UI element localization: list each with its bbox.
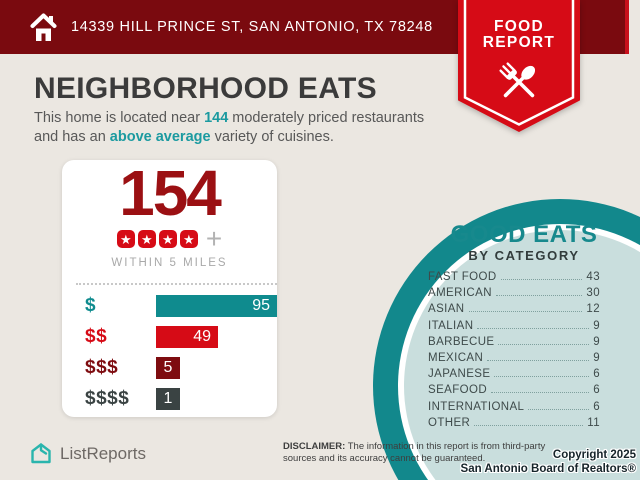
price-tier-label: $$$$ <box>85 388 130 409</box>
copyright-stamp: Copyright 2025 San Antonio Board of Real… <box>461 449 636 477</box>
category-value: 12 <box>586 303 600 316</box>
dot-leader <box>491 392 590 394</box>
badge-title-line2: REPORT <box>482 34 556 51</box>
star-icon: ★ <box>179 230 198 248</box>
category-row: OTHER 11 <box>428 417 600 433</box>
badge-ribbon-shape <box>458 0 580 132</box>
dot-leader <box>498 343 590 345</box>
price-bar: 49 <box>156 326 218 348</box>
price-bar: 95 <box>156 295 277 317</box>
address-text: 14339 HILL PRINCE ST, SAN ANTONIO, TX 78… <box>71 19 433 35</box>
page-title: NEIGHBORHOOD EATS <box>34 72 377 105</box>
price-bar-row: $$ 49 <box>62 326 277 348</box>
price-bar: 1 <box>156 388 180 410</box>
plus-icon: + <box>205 223 223 254</box>
category-label: JAPANESE <box>428 368 491 381</box>
restaurant-count-highlight: 144 <box>204 110 229 126</box>
price-bar-row: $$$$ 1 <box>62 388 277 410</box>
price-bar-value: 95 <box>252 297 270 314</box>
category-label: AMERICAN <box>428 287 492 300</box>
star-icon: ★ <box>116 230 135 248</box>
category-row: AMERICAN 30 <box>428 287 600 303</box>
category-value: 6 <box>593 368 600 381</box>
disclaimer-label: DISCLAIMER: <box>283 441 346 452</box>
category-value: 6 <box>593 384 600 397</box>
dot-leader <box>495 295 583 297</box>
good-eats-subtitle: BY CATEGORY <box>468 248 580 263</box>
star-icon: ★ <box>158 230 177 248</box>
disclaimer-body: The information in this report is from t… <box>283 441 546 465</box>
radius-label: WITHIN 5 MILES <box>111 257 228 269</box>
category-value: 9 <box>593 319 600 332</box>
category-list: FAST FOOD 43 AMERICAN 30 ASIAN 12 ITALIAN 9 BARB… <box>428 271 600 433</box>
category-row: INTERNATIONAL 6 <box>428 401 600 417</box>
subtitle-text: This home is located near <box>34 110 205 126</box>
category-row: MEXICAN 9 <box>428 352 600 368</box>
category-value: 43 <box>586 271 600 283</box>
price-tier-label: $$ <box>85 326 108 347</box>
dot-leader <box>500 279 583 280</box>
price-tier-label: $ <box>85 295 97 316</box>
category-row: BARBECUE 9 <box>428 336 600 352</box>
category-row: ITALIAN 9 <box>428 320 600 336</box>
category-value: 6 <box>593 400 600 413</box>
price-tier-label: $$$ <box>85 357 119 378</box>
rating-stars: ★ ★ ★ ★ + <box>62 223 277 254</box>
dot-leader <box>494 376 590 378</box>
disclaimer-text: DISCLAIMER: The information in this repo… <box>283 441 579 466</box>
dot-leader <box>468 311 583 313</box>
category-label: ITALIAN <box>428 319 474 332</box>
category-row: JAPANESE 6 <box>428 368 600 384</box>
category-label: FAST FOOD <box>428 271 497 283</box>
card-divider <box>76 283 277 285</box>
dot-leader <box>528 408 590 410</box>
dot-leader <box>477 327 590 329</box>
banner-edge-accent <box>625 0 629 54</box>
price-bar-row: $$$ 5 <box>62 357 277 379</box>
category-label: INTERNATIONAL <box>428 400 525 413</box>
category-row: FAST FOOD 43 <box>428 271 600 287</box>
listreports-house-icon <box>31 443 51 464</box>
dot-leader <box>474 424 584 426</box>
badge-inner-outline <box>463 0 575 126</box>
category-label: SEAFOOD <box>428 384 488 397</box>
dot-leader <box>487 359 590 361</box>
subtitle-text: variety of cuisines. <box>210 128 334 145</box>
star-icon: ★ <box>137 230 156 248</box>
price-bar-row: $95 <box>62 295 277 317</box>
restaurant-count-card: 154 ★ ★ ★ ★ + WITHIN 5 MILES $95 $$ 49 $$$ 5 $$$$… <box>62 160 277 417</box>
badge-title: FOOD REPORT <box>458 19 580 51</box>
restaurant-count: 154 <box>119 157 222 229</box>
price-bar: 5 <box>156 357 180 379</box>
category-label: OTHER <box>428 416 471 429</box>
category-label: ASIAN <box>428 303 465 316</box>
price-bar-chart: $95 $$ 49 $$$ 5 $$$$ 1 <box>62 295 277 419</box>
category-value: 11 <box>587 416 600 429</box>
price-bar-value: 1 <box>163 390 173 407</box>
listreports-logo-text: ListReports <box>60 443 146 463</box>
copyright-line1: Copyright 2025 <box>552 449 636 461</box>
badge-title-line1: FOOD <box>494 18 544 35</box>
page-subtitle: This home is located near 144 moderately… <box>34 109 446 146</box>
category-value: 30 <box>586 287 600 300</box>
subtitle-text: moderately priced restaurants and has an <box>34 110 425 145</box>
good-eats-title: GOOD EATS <box>450 221 598 248</box>
category-row: SEAFOOD 6 <box>428 384 600 400</box>
category-row: ASIAN 12 <box>428 303 600 319</box>
category-value: 9 <box>593 335 600 348</box>
utensils-icon <box>499 62 536 98</box>
category-label: MEXICAN <box>428 351 484 364</box>
category-label: BARBECUE <box>428 335 495 348</box>
price-bar-value: 49 <box>193 328 211 345</box>
food-report-badge: FOOD REPORT <box>458 0 580 132</box>
category-value: 9 <box>593 351 600 364</box>
price-bar-value: 5 <box>163 359 173 376</box>
listreports-logo: ListReports <box>30 442 146 465</box>
variety-highlight: above average <box>109 128 211 145</box>
copyright-line2: San Antonio Board of Realtors® <box>460 462 636 475</box>
home-icon <box>30 13 57 41</box>
